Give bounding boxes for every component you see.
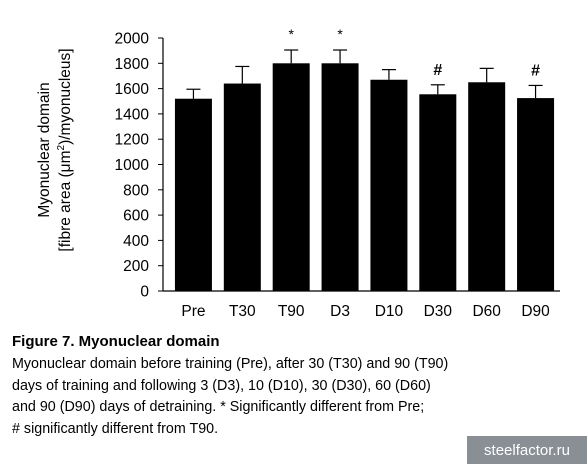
x-tick-label: D90 [521,303,550,320]
caption-body: Myonuclear domain before training (Pre),… [12,354,582,440]
bar [321,63,359,291]
bar [468,82,506,292]
significance-marker: # [433,62,442,79]
y-tick-label: 1200 [115,132,150,149]
x-tick-label: T90 [278,303,305,320]
caption-line: # significantly different from T90. [12,420,219,437]
y-tick-label: 400 [123,233,149,250]
caption-line: days of training and following 3 (D3), 1… [12,377,431,394]
caption-line: and 90 (D90) days of detraining. * Signi… [12,399,425,415]
y-tick-label: 1400 [115,106,150,123]
y-tick-label: 1000 [115,157,150,174]
bar [174,98,212,291]
y-axis-label-line1: Myonuclear domain [36,82,53,217]
x-tick-label: D30 [424,303,453,320]
bar [223,83,261,291]
bar [419,94,457,291]
x-tick-label: D3 [330,303,350,320]
y-axis-label: Myonuclear domain [fibre area (μm2)/myon… [36,48,74,251]
y-tick-label: 800 [123,182,149,199]
significance-marker: * [288,26,294,42]
x-tick-label: D10 [375,303,404,320]
caption-line: Myonuclear domain before training (Pre),… [12,356,449,372]
significance-marker: # [531,62,540,79]
bar [370,79,408,292]
y-tick-label: 200 [123,258,149,275]
bar [272,63,310,291]
bar-chart: Myonuclear domain [fibre area (μm2)/myon… [36,26,560,320]
y-tick-label: 600 [123,208,149,225]
bar [517,98,555,292]
caption-title: Figure 7. Myonuclear domain [12,333,220,350]
x-tick-label: D60 [472,303,501,320]
watermark-badge: steelfactor.ru [467,436,587,464]
y-tick-label: 0 [140,284,149,301]
x-tick-label: T30 [229,303,256,320]
significance-marker: * [337,26,343,42]
x-tick-label: Pre [181,303,205,320]
figure-caption: Figure 7. Myonuclear domain Myonuclear d… [12,333,582,440]
y-tick-label: 2000 [115,31,150,48]
y-tick-label: 1800 [115,56,150,73]
y-tick-label: 1600 [115,81,150,98]
y-axis-label-line2: [fibre area (μm2)/myonucleus] [56,48,74,251]
